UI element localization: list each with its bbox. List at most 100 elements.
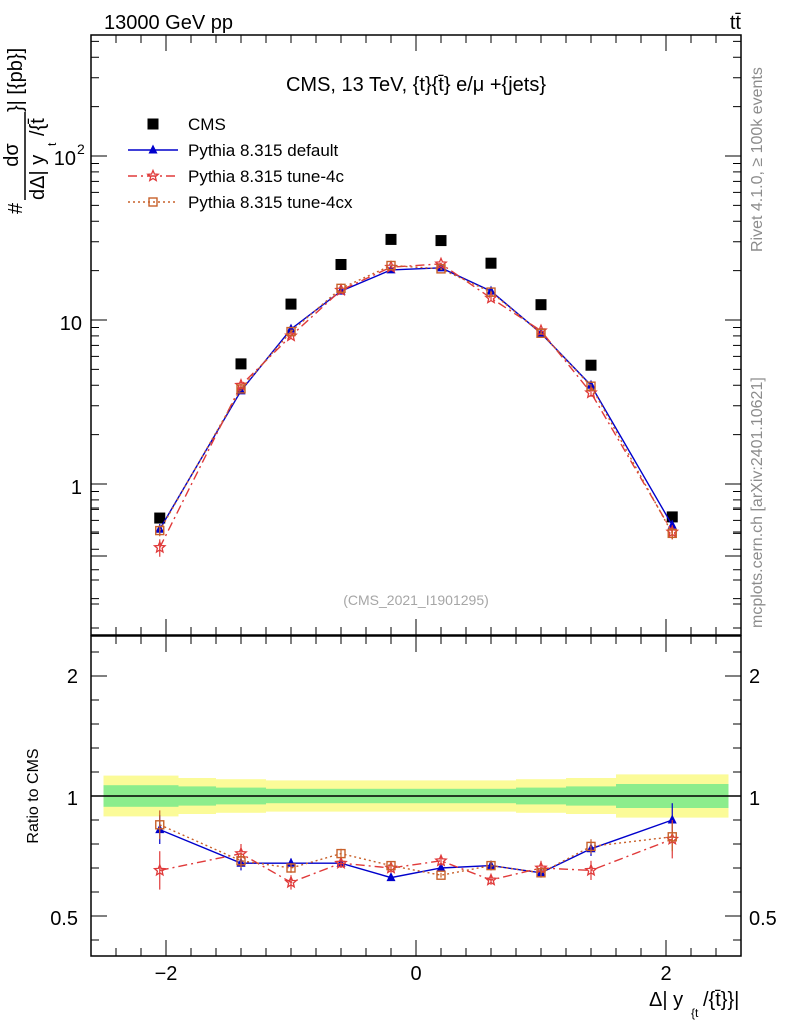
ratio-line-pythia-8-315-default [159,819,673,879]
xtick-label-neg2: −2 [155,963,178,985]
ylabel-numerator: dσ [1,143,23,167]
legend-symbol-cms [147,118,159,130]
main-point-pythia-8-315-tune-4c [584,385,598,399]
legend-marker-pythia-8-315-tune-4c [146,168,160,182]
main-line-pythia-8-315-default [159,267,673,530]
main-point-cms [535,299,547,311]
ratio-ytick-left-1: 1 [67,788,78,810]
legend-label-cms: CMS [188,115,226,134]
legend-marker-cms [147,118,159,130]
ratio-point-pythia-8-315-tune-4cx [486,860,496,871]
ratio-point-pythia-8-315-tune-4cx [386,860,396,871]
ratio-point-pythia-8-315-tune-4cx [286,863,296,873]
main-point-cms [154,512,166,524]
main-point-cms [285,298,297,310]
ratio-ylabel: Ratio to CMS [25,748,42,843]
ratio-point-pythia-8-315-tune-4c [434,853,448,867]
legend: CMS Pythia 8.315 default Pythia 8.315 tu… [128,115,353,212]
xtick-label-0: 0 [410,963,421,985]
ratio-ytick-left-0.5: 0.5 [50,908,78,930]
header-right: tt̄ [730,12,742,34]
main-point-pythia-8-315-default [486,285,496,295]
ratio-point-pythia-8-315-default [667,814,677,824]
main-data-layer [152,233,680,557]
ratio-line-pythia-8-315-tune-4c [159,838,673,884]
xlabel-subscript: {t [691,1006,699,1020]
main-point-pythia-8-315-tune-4cx [536,328,546,338]
ratio-point-pythia-8-315-tune-4cx [586,841,596,852]
mcplots-label: mcplots.cern.ch [arXiv:2401.10621] [749,377,766,628]
main-point-cms [585,359,597,371]
legend-label-tune-4cx: Pythia 8.315 tune-4cx [188,193,353,212]
xlabel-main: Δ| y [649,989,683,1011]
legend-marker-pythia-8-315-tune-4cx [148,197,158,207]
ratio-point-pythia-8-315-tune-4c [484,872,498,886]
legend-label-default: Pythia 8.315 default [188,141,339,160]
ratio-point-pythia-8-315-default [386,872,396,882]
main-point-pythia-8-315-tune-4c [434,256,448,270]
legend-marker-pythia-8-315-default [148,144,158,154]
main-point-cms [485,257,497,269]
ytick-label-100-base: 10 [54,148,76,170]
main-point-cms [666,511,678,523]
ratio-point-pythia-8-315-tune-4cx [536,868,546,878]
header-left: 13000 GeV pp [104,12,233,34]
rivet-label: Rivet 4.1.0, ≥ 100k events [749,67,766,252]
ratio-ytick-right-0.5: 0.5 [749,908,777,930]
ratio-point-pythia-8-315-tune-4cx [155,820,165,830]
ytick-label-1: 1 [71,477,82,499]
legend-label-tune-4c: Pythia 8.315 tune-4c [188,167,344,186]
ylabel-denominator: dΔ| y [27,155,49,200]
xtick-label-2: 2 [660,963,671,985]
main-line-pythia-8-315-tune-4c [159,263,673,548]
main-point-cms [435,235,447,247]
ratio-ytick-right-1: 1 [749,788,760,810]
analysis-watermark: (CMS_2021_I1901295) [343,592,489,608]
ratio-ytick-right-2: 2 [749,666,760,688]
main-point-pythia-8-315-tune-4c [152,540,167,554]
main-ticks [91,35,741,635]
ylabel-unit: }| [{pb}] [5,48,27,112]
legend-symbol-tune-4c [128,168,178,182]
legend-symbol-default [128,144,178,154]
main-point-pythia-8-315-tune-4cx [586,381,596,391]
ratio-ytick-left-2: 2 [67,666,78,688]
ratio-point-pythia-8-315-tune-4cx [667,832,677,842]
ratio-point-pythia-8-315-tune-4c [334,856,348,870]
ylabel-subscript: t [45,142,59,146]
main-point-pythia-8-315-tune-4cx [667,528,677,539]
ratio-point-pythia-8-315-tune-4cx [436,870,446,880]
main-point-cms [385,233,397,245]
main-point-pythia-8-315-tune-4cx [155,525,165,536]
main-point-pythia-8-315-tune-4cx [336,283,346,294]
main-point-pythia-8-315-tune-4cx [386,260,396,271]
ratio-panel: 0.5 1 2 0.5 1 2 Ratio to CMS −2 0 2 Δ| y… [25,483,777,1020]
main-point-pythia-8-315-default [586,379,596,389]
main-point-cms [235,358,247,370]
main-point-pythia-8-315-tune-4cx [286,326,296,337]
main-point-pythia-8-315-tune-4cx [436,264,446,274]
ratio-ticks [91,483,741,956]
ratio-point-pythia-8-315-tune-4c [284,875,298,889]
ratio-point-pythia-8-315-tune-4c [584,863,598,877]
ratio-point-pythia-8-315-tune-4cx [336,848,346,859]
xlabel-tail: /{t̄}}| [703,989,739,1011]
ratio-point-pythia-8-315-tune-4cx [236,856,246,866]
ratio-point-pythia-8-315-tune-4c [152,863,167,877]
ylabel-denominator-tail: /{t̄ [27,118,49,136]
main-panel: CMS, 13 TeV, {t}{t̄} e/μ +{jets} (CMS_20… [1,34,742,636]
main-point-cms [335,258,347,270]
legend-symbol-tune-4cx [128,197,178,207]
ratio-point-pythia-8-315-default [436,862,446,872]
ytick-label-10: 10 [60,313,82,335]
main-point-pythia-8-315-default [667,519,677,529]
main-ylabel: # dσ dΔ| y t /{t̄ }| [{pb}] [1,48,59,214]
chart-title: CMS, 13 TeV, {t}{t̄} e/μ +{jets} [286,74,546,96]
main-point-pythia-8-315-tune-4cx [486,287,496,297]
main-line-pythia-8-315-tune-4cx [159,264,673,534]
ylabel-hash: # [5,202,27,214]
ytick-label-100-exponent: 2 [77,141,85,157]
xlabel: Δ| y {t /{t̄}}| [649,989,739,1020]
main-point-pythia-8-315-tune-4cx [236,384,246,394]
